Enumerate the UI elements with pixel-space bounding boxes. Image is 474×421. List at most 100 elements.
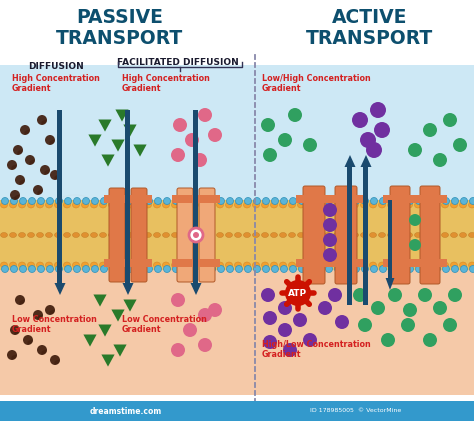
FancyBboxPatch shape [199,188,215,282]
Polygon shape [361,155,372,167]
Ellipse shape [41,350,47,354]
Circle shape [37,266,45,272]
Ellipse shape [163,202,170,208]
Text: Low Concentration
Gradient: Low Concentration Gradient [12,315,97,334]
Bar [172,195,220,203]
Circle shape [388,288,402,302]
Ellipse shape [468,232,474,237]
Circle shape [358,318,372,332]
Bar [57,110,63,283]
Circle shape [418,288,432,302]
Ellipse shape [199,262,206,268]
Circle shape [290,197,297,205]
Circle shape [317,266,323,272]
Bar [388,200,392,278]
Ellipse shape [316,232,322,237]
Ellipse shape [253,232,259,237]
Circle shape [366,142,382,158]
Circle shape [425,266,431,272]
Circle shape [470,266,474,272]
Ellipse shape [414,232,421,237]
Ellipse shape [136,202,143,208]
Circle shape [45,135,55,145]
Ellipse shape [0,232,8,237]
Circle shape [200,266,207,272]
Ellipse shape [118,232,125,237]
Circle shape [281,197,288,205]
Circle shape [318,301,332,315]
Ellipse shape [396,262,403,268]
Circle shape [261,118,275,132]
Circle shape [19,197,27,205]
Circle shape [10,197,18,205]
Ellipse shape [36,262,44,268]
Circle shape [198,338,212,352]
Bar [126,110,130,283]
Bar [364,167,368,305]
Circle shape [261,288,275,302]
Circle shape [272,266,279,272]
Circle shape [173,197,180,205]
Circle shape [263,266,270,272]
Circle shape [137,266,144,272]
Ellipse shape [379,232,385,237]
Circle shape [164,197,171,205]
Bar [104,259,152,267]
Ellipse shape [55,232,62,237]
Circle shape [245,266,252,272]
Circle shape [303,333,317,347]
Ellipse shape [271,232,277,237]
Ellipse shape [154,262,161,268]
Ellipse shape [334,262,340,268]
Circle shape [263,148,277,162]
Ellipse shape [127,262,134,268]
Ellipse shape [262,202,268,208]
Ellipse shape [136,262,143,268]
Circle shape [73,197,81,205]
Ellipse shape [9,262,17,268]
Polygon shape [111,139,125,152]
Bar [383,259,447,267]
Ellipse shape [0,202,8,208]
Circle shape [335,266,341,272]
Circle shape [118,266,126,272]
Circle shape [15,295,25,305]
Circle shape [443,113,457,127]
Ellipse shape [54,360,60,364]
Circle shape [461,197,467,205]
Circle shape [443,318,457,332]
Circle shape [227,266,234,272]
Circle shape [46,197,54,205]
Text: Low/High Concentration
Gradient: Low/High Concentration Gradient [262,74,371,93]
Circle shape [416,266,422,272]
Ellipse shape [163,262,170,268]
Ellipse shape [27,202,35,208]
Text: ACTIVE
TRANSPORT: ACTIVE TRANSPORT [306,8,434,48]
Bar [193,110,199,283]
Bar [104,195,152,203]
Circle shape [443,197,449,205]
Ellipse shape [405,262,412,268]
Ellipse shape [280,232,286,237]
Ellipse shape [405,202,412,208]
Ellipse shape [109,232,116,237]
Ellipse shape [190,232,197,237]
Circle shape [401,318,415,332]
Circle shape [423,123,437,137]
Circle shape [208,128,222,142]
Ellipse shape [298,232,304,237]
Ellipse shape [199,232,206,237]
Ellipse shape [127,232,134,237]
Circle shape [33,185,43,195]
Circle shape [37,345,47,355]
Polygon shape [99,325,111,337]
Circle shape [73,266,81,272]
Circle shape [299,266,306,272]
Ellipse shape [27,232,35,237]
Ellipse shape [118,202,125,208]
Circle shape [1,197,9,205]
Text: dreamstime.com: dreamstime.com [90,407,162,416]
Circle shape [209,197,216,205]
Ellipse shape [298,202,304,208]
Circle shape [278,323,292,337]
